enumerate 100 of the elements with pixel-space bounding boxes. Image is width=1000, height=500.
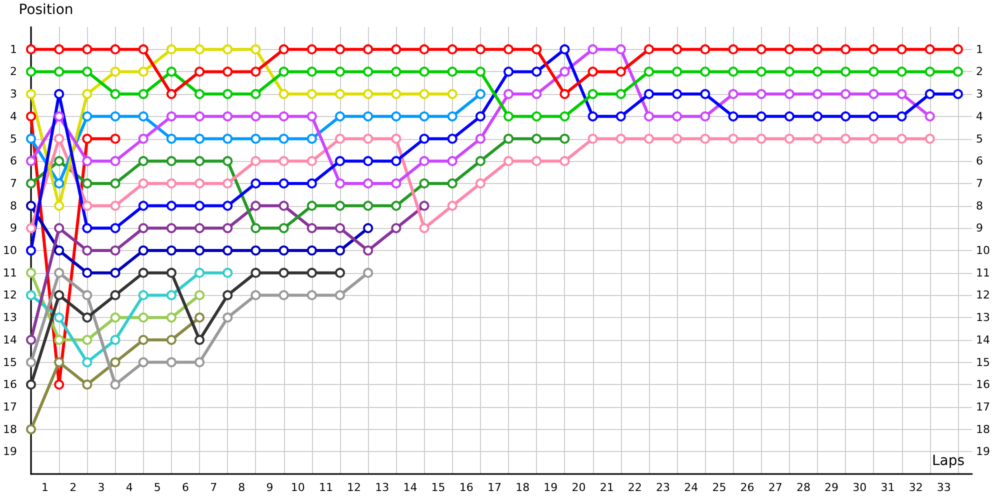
point: [447, 134, 458, 144]
point: [26, 290, 36, 300]
point: [756, 134, 766, 144]
point: [222, 111, 233, 122]
point: [166, 268, 176, 278]
point: [728, 44, 738, 54]
point: [504, 89, 514, 100]
x-tick-label: 27: [768, 481, 782, 494]
x-tick-label: 4: [126, 481, 133, 494]
point: [784, 44, 794, 54]
point: [532, 44, 542, 54]
x-tick-label: 14: [403, 481, 418, 494]
y-tick-label: 12: [3, 288, 17, 302]
point: [588, 66, 598, 77]
point: [54, 200, 64, 211]
y2-tick-label: 10: [976, 244, 990, 257]
point: [447, 178, 458, 188]
point: [447, 89, 458, 100]
y-axis-title: Position: [18, 2, 74, 18]
x-tick-label: 21: [600, 481, 614, 494]
y2-tick-label: 17: [976, 400, 990, 414]
point: [222, 290, 233, 300]
point: [840, 44, 851, 54]
point: [504, 156, 514, 166]
point: [306, 290, 317, 300]
point: [391, 44, 402, 54]
x-tick-label: 2: [70, 481, 77, 494]
point: [110, 312, 120, 323]
point: [363, 111, 374, 122]
point: [278, 268, 289, 278]
point: [306, 268, 317, 278]
point: [250, 66, 261, 77]
point: [110, 134, 120, 144]
point: [391, 66, 402, 77]
point: [82, 89, 92, 100]
point: [391, 200, 402, 211]
point: [334, 66, 345, 77]
x-tick-label: 13: [375, 481, 390, 494]
point: [166, 200, 176, 211]
x-tick-label: 31: [880, 481, 895, 494]
point: [391, 111, 402, 122]
x-tick-label: 7: [210, 481, 218, 494]
point: [138, 178, 148, 188]
point: [532, 134, 542, 144]
x-tick-label: 5: [154, 481, 161, 494]
x-tick-label: 16: [459, 481, 474, 494]
point: [306, 156, 317, 166]
point: [924, 134, 935, 144]
point: [26, 200, 36, 211]
point: [82, 290, 92, 300]
point: [166, 290, 176, 300]
point: [363, 268, 374, 278]
y-tick-label: 11: [3, 266, 17, 280]
point: [278, 200, 289, 211]
y2-tick-label: 3: [976, 88, 983, 101]
point: [504, 44, 514, 54]
point: [278, 44, 289, 54]
point: [868, 89, 879, 100]
x-tick-label: 18: [516, 481, 530, 494]
point: [82, 134, 92, 144]
point: [222, 66, 233, 77]
y-tick-label: 5: [10, 132, 17, 146]
point: [194, 223, 205, 234]
x-tick-label: 15: [431, 481, 446, 494]
point: [138, 357, 148, 368]
y-tick-label: 8: [10, 199, 17, 212]
point: [166, 134, 176, 144]
point: [447, 44, 458, 54]
point: [334, 178, 345, 188]
point: [672, 134, 682, 144]
point: [250, 178, 261, 188]
point: [250, 268, 261, 278]
point: [138, 334, 148, 345]
point: [222, 178, 233, 188]
point: [26, 268, 36, 278]
point: [700, 111, 710, 122]
point: [194, 357, 205, 368]
point: [54, 246, 64, 256]
point: [138, 156, 148, 166]
point: [138, 89, 148, 100]
point: [560, 44, 570, 54]
x-tick-label: 8: [238, 481, 246, 494]
point: [334, 290, 345, 300]
point: [532, 111, 542, 122]
y2-tick-label: 12: [976, 288, 990, 302]
x-tick-label: 6: [182, 481, 189, 494]
point: [700, 89, 710, 100]
point: [616, 134, 626, 144]
point: [924, 66, 935, 77]
y2-tick-label: 14: [976, 333, 990, 346]
point: [391, 178, 402, 188]
point: [166, 246, 176, 256]
point: [26, 66, 36, 77]
y2-tick-label: 9: [976, 222, 983, 235]
y2-tick-label: 8: [976, 199, 983, 212]
x-tick-label: 10: [290, 481, 305, 494]
x-tick-label: 22: [628, 481, 642, 494]
point: [306, 134, 317, 144]
point: [896, 66, 907, 77]
point: [166, 223, 176, 234]
